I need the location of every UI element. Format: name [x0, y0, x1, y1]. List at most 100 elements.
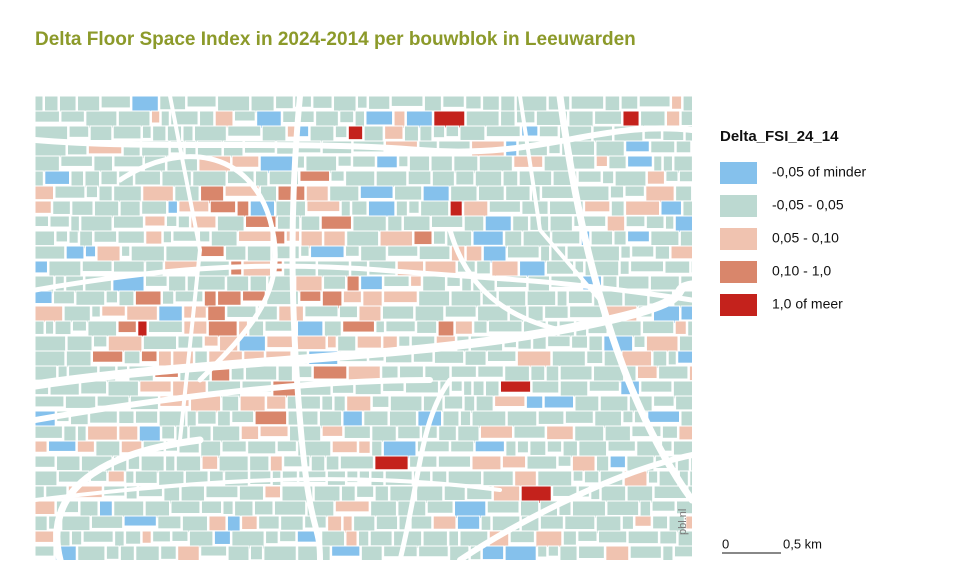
block	[443, 485, 466, 501]
block	[221, 440, 247, 453]
block	[588, 380, 620, 392]
block	[35, 350, 66, 367]
block	[60, 155, 93, 167]
block	[35, 200, 52, 214]
block	[376, 155, 398, 169]
block	[689, 470, 692, 489]
block	[596, 455, 610, 473]
block	[572, 155, 596, 170]
block	[35, 155, 60, 174]
block	[459, 410, 472, 427]
block	[660, 200, 682, 216]
block	[87, 425, 118, 441]
block	[559, 545, 578, 560]
block	[486, 500, 520, 514]
block	[500, 110, 516, 128]
block	[564, 515, 596, 531]
block	[35, 245, 66, 260]
block	[105, 545, 120, 560]
block	[614, 170, 647, 187]
block	[383, 290, 418, 304]
block	[505, 185, 531, 202]
block	[119, 545, 135, 560]
block	[547, 335, 571, 348]
block	[645, 185, 675, 204]
block	[35, 515, 48, 532]
block	[371, 440, 383, 457]
block	[494, 395, 526, 408]
block	[312, 96, 333, 109]
block	[459, 125, 486, 141]
block	[93, 230, 118, 243]
block	[160, 110, 170, 127]
block	[226, 275, 250, 292]
block	[426, 500, 454, 514]
block	[418, 545, 449, 558]
block	[445, 125, 460, 138]
block	[217, 290, 242, 306]
block	[84, 170, 100, 189]
legend-swatch	[720, 228, 757, 250]
block	[35, 470, 58, 487]
block	[300, 215, 321, 231]
block	[609, 185, 625, 199]
block	[448, 530, 459, 548]
block	[68, 125, 90, 138]
block	[170, 110, 199, 126]
legend-swatch	[720, 162, 757, 184]
block	[140, 350, 158, 363]
block	[226, 305, 257, 318]
block	[682, 200, 692, 219]
block	[342, 320, 375, 333]
block	[55, 230, 69, 243]
block	[690, 455, 692, 472]
block	[636, 365, 658, 380]
block	[675, 395, 692, 411]
block	[65, 245, 85, 260]
block	[310, 455, 326, 473]
block	[313, 485, 341, 503]
block	[333, 395, 346, 413]
legend-label: 1,0 of meer	[772, 296, 843, 312]
block	[664, 215, 675, 230]
block	[205, 485, 239, 499]
block	[630, 260, 664, 273]
block	[286, 395, 321, 410]
block	[80, 215, 113, 232]
block	[678, 335, 692, 355]
block	[131, 96, 159, 113]
block	[157, 515, 182, 530]
block	[463, 200, 489, 218]
block	[145, 275, 168, 287]
block	[93, 335, 108, 348]
block	[567, 290, 593, 305]
block	[216, 215, 245, 233]
block	[213, 530, 231, 545]
legend: -0,05 of minder -0,05 - 0,05 0,05 - 0,10 0,…	[720, 162, 866, 316]
block	[238, 335, 266, 353]
legend-label: -0,05 - 0,05	[772, 197, 844, 213]
block	[569, 305, 604, 319]
legend-swatch	[720, 294, 757, 316]
block	[485, 125, 521, 138]
block	[300, 245, 310, 257]
block	[444, 305, 477, 318]
block	[604, 96, 621, 112]
block	[65, 350, 92, 369]
block	[77, 96, 101, 112]
block	[621, 515, 634, 530]
block	[326, 335, 337, 349]
block	[549, 215, 573, 234]
block	[677, 530, 692, 549]
block	[675, 140, 692, 154]
block	[148, 320, 183, 334]
block	[502, 170, 519, 187]
block	[89, 125, 113, 141]
block	[207, 305, 226, 322]
block	[238, 230, 272, 242]
block	[170, 500, 201, 515]
block	[61, 515, 91, 532]
block	[526, 455, 558, 470]
block	[629, 545, 662, 559]
block	[172, 230, 199, 242]
